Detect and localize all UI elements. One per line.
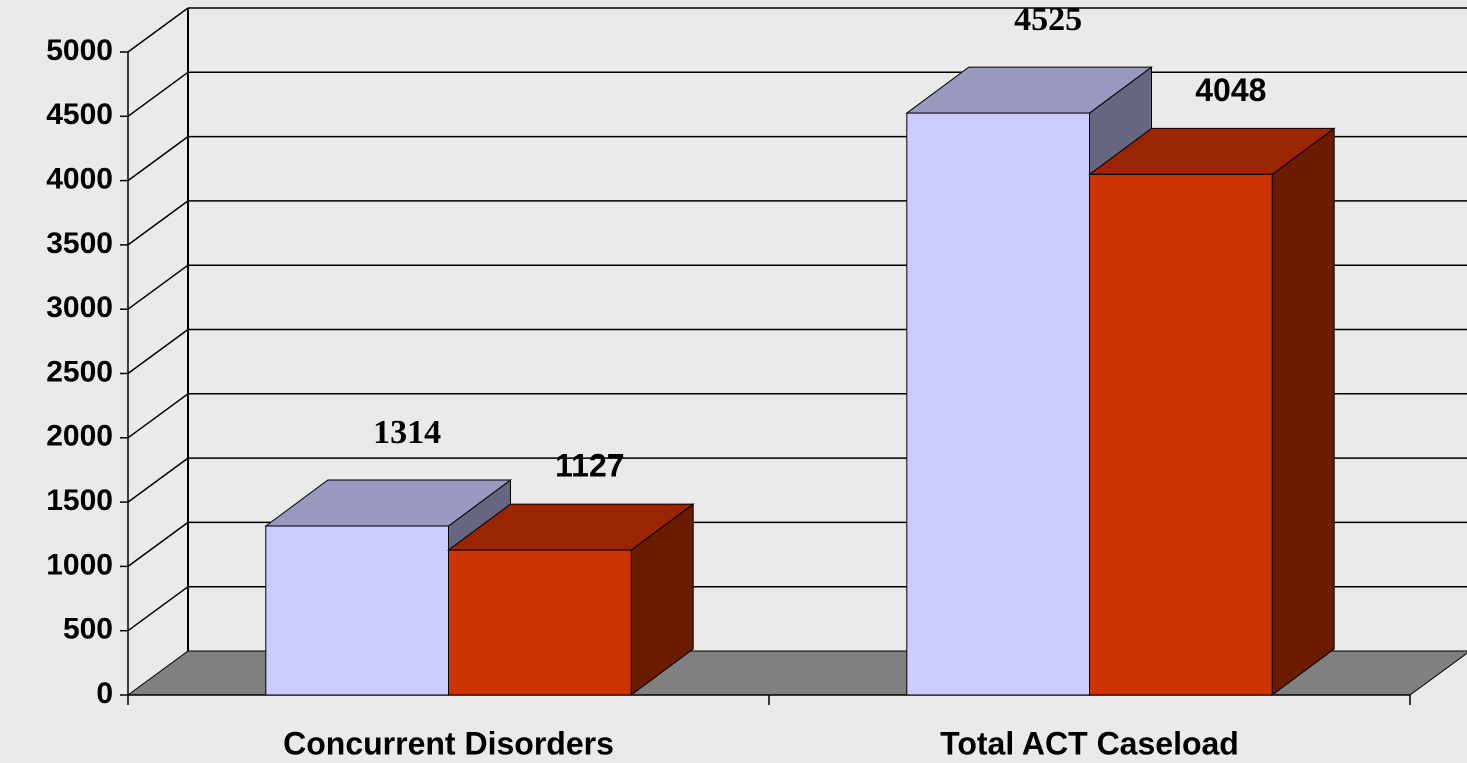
y-tick-label: 5000 (46, 34, 113, 67)
grid-line (127, 71, 189, 117)
y-tick-label: 0 (96, 677, 113, 710)
y-tick-label: 1000 (46, 548, 113, 581)
data-label: 4048 (1195, 72, 1266, 108)
x-tick-label: Total ACT Caseload (940, 725, 1239, 761)
grid-line (127, 135, 189, 182)
grid-line (127, 264, 189, 310)
bar (906, 112, 1090, 696)
data-label: 1127 (555, 448, 624, 484)
grid-line (127, 393, 189, 439)
y-tick-label: 2500 (46, 355, 113, 388)
y-tick-label: 4000 (46, 163, 113, 196)
grid-line (127, 200, 189, 246)
grid-line (127, 7, 189, 53)
x-tick-label: Concurrent Disorders (283, 725, 614, 761)
y-tick-label: 3000 (46, 291, 113, 324)
grid-line (127, 586, 189, 632)
y-tick-label: 4500 (46, 98, 113, 131)
bar-side (1271, 127, 1335, 696)
bar (448, 549, 632, 696)
y-tick-label: 3500 (46, 227, 113, 260)
bar (265, 525, 449, 696)
grid-line (127, 457, 189, 503)
y-tick-label: 2000 (46, 420, 113, 453)
y-tick-label: 1500 (46, 484, 113, 517)
data-label: 4525 (1014, 1, 1082, 38)
data-label: 1314 (373, 414, 441, 451)
grid-line (127, 521, 189, 568)
y-tick-label: 500 (63, 613, 113, 646)
bar (1089, 173, 1273, 696)
grid-line (127, 328, 189, 375)
